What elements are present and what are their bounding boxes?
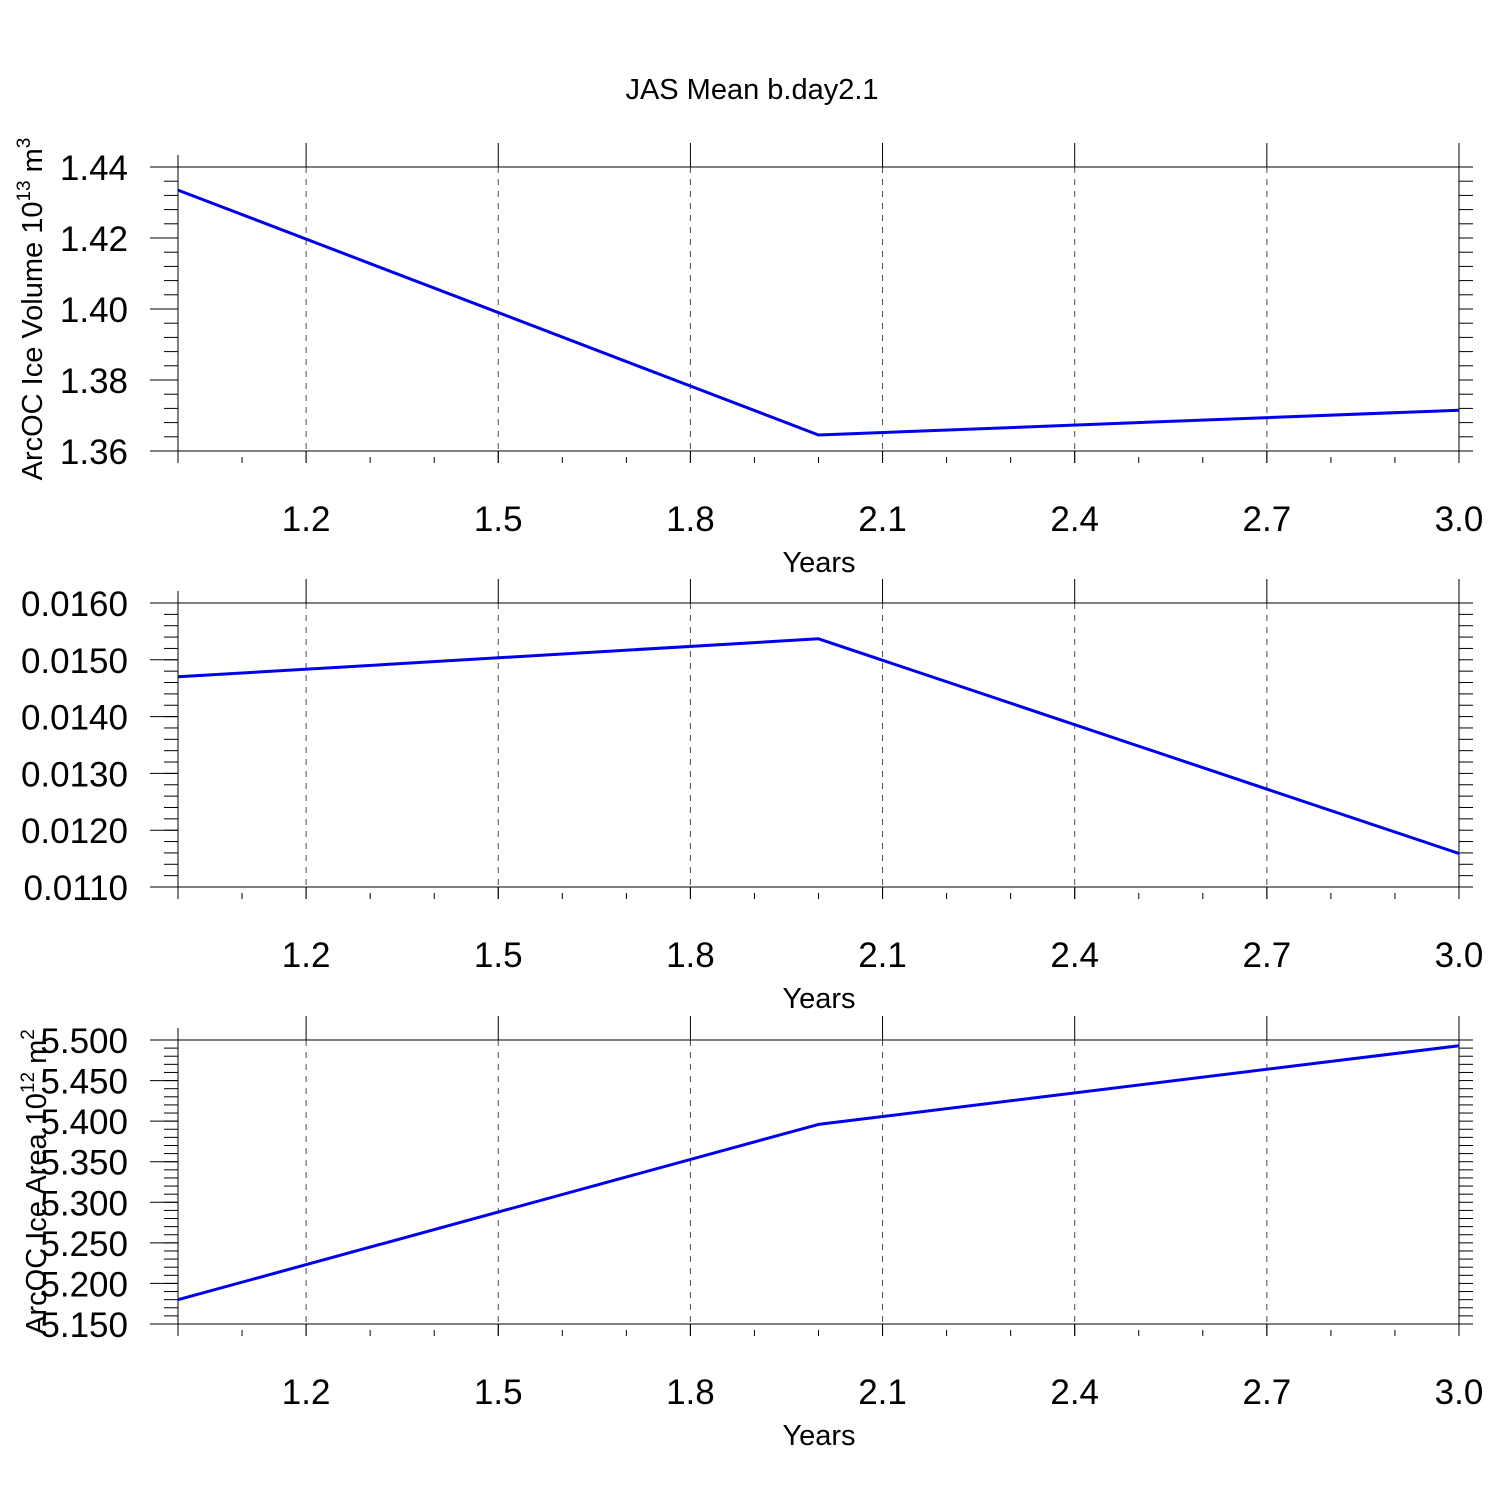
x-tick-label: 1.8 <box>666 936 715 975</box>
chart-title: JAS Mean b.day2.1 <box>625 74 878 106</box>
x-tick-label: 1.2 <box>282 500 331 539</box>
y-tick-label: 0.0160 <box>21 585 128 624</box>
x-tick-label: 2.7 <box>1243 936 1292 975</box>
y-tick-label: 1.36 <box>60 433 128 472</box>
series-line <box>177 1044 1460 1302</box>
x-tick-label: 3.0 <box>1435 936 1484 975</box>
x-tick-label: 2.4 <box>1050 500 1099 539</box>
y-axis-title-unit-exponent: 2 <box>18 1029 39 1040</box>
y-tick-label: 0.0150 <box>21 642 128 681</box>
y-tick-label: 0.0120 <box>21 812 128 851</box>
series-line <box>177 637 1460 855</box>
x-tick-label: 3.0 <box>1435 500 1484 539</box>
y-tick-label: 1.44 <box>60 149 128 188</box>
x-axis-title: Years <box>782 1420 855 1452</box>
x-tick-label: 2.1 <box>858 936 907 975</box>
y-axis-title: ArcOC Ice Volume 1013 m3 <box>14 138 49 481</box>
y-axis-title-unit: m <box>21 1040 53 1072</box>
y-tick-label: 5.500 <box>40 1022 128 1061</box>
y-tick-label: 1.42 <box>60 220 128 259</box>
panel-snow-volume: 1.2 1.5 1.8 2.1 2.4 2.7 3.0 0.0110 0.0120 0.0130 0… <box>21 579 1483 1015</box>
x-tick-label: 1.5 <box>474 500 523 539</box>
x-tick-label: 2.1 <box>858 1373 907 1412</box>
series-line <box>177 188 1460 437</box>
x-axis-title: Years <box>782 547 855 579</box>
y-tick-label: 0.0130 <box>21 755 128 794</box>
y-tick-label: 5.350 <box>40 1144 128 1183</box>
y-tick-label: 5.200 <box>40 1265 128 1304</box>
x-tick-label: 1.5 <box>474 936 523 975</box>
y-tick-label: 5.300 <box>40 1184 128 1223</box>
x-tick-label: 1.5 <box>474 1373 523 1412</box>
y-tick-label: 1.38 <box>60 362 128 401</box>
y-axis-title: ArcOC Ice Area 1012 m2 <box>18 1029 53 1335</box>
x-tick-label: 1.2 <box>282 936 331 975</box>
y-axis-title-unit: m <box>17 148 49 180</box>
x-tick-label: 3.0 <box>1435 1373 1484 1412</box>
y-axis-title-text: ArcOC Ice Area 10 <box>21 1093 53 1335</box>
y-axis-title-unit-exponent: 3 <box>14 138 35 149</box>
y-tick-label: 0.0140 <box>21 699 128 738</box>
x-tick-label: 2.4 <box>1050 1373 1099 1412</box>
y-tick-label: 1.40 <box>60 291 128 330</box>
y-axis-title-exponent: 13 <box>14 180 35 201</box>
y-tick-label: 0.0110 <box>24 869 128 908</box>
x-axis-title: Years <box>782 983 855 1015</box>
x-tick-label: 1.8 <box>666 1373 715 1412</box>
x-tick-label: 1.2 <box>282 1373 331 1412</box>
x-tick-label: 2.1 <box>858 500 907 539</box>
panel-ice-area: 1.2 1.5 1.8 2.1 2.4 2.7 3.0 5.1505.2005.2505.30… <box>18 1016 1483 1452</box>
y-tick-label: 5.250 <box>40 1225 128 1264</box>
y-tick-label: 5.400 <box>40 1103 128 1142</box>
y-axis-title-exponent: 12 <box>18 1072 39 1093</box>
x-tick-label: 2.4 <box>1050 936 1099 975</box>
x-tick-label: 2.7 <box>1243 1373 1292 1412</box>
x-tick-label: 2.7 <box>1243 500 1292 539</box>
y-axis-title-text: ArcOC Ice Volume 10 <box>17 202 49 481</box>
x-tick-label: 1.8 <box>666 500 715 539</box>
y-tick-label: 5.450 <box>40 1063 128 1102</box>
y-tick-label: 5.150 <box>40 1306 128 1345</box>
panel-ice-volume: 1.2 1.5 1.8 2.1 2.4 2.7 3.0 1.36 1.38 1.40 1.42 1.4… <box>14 138 1483 579</box>
